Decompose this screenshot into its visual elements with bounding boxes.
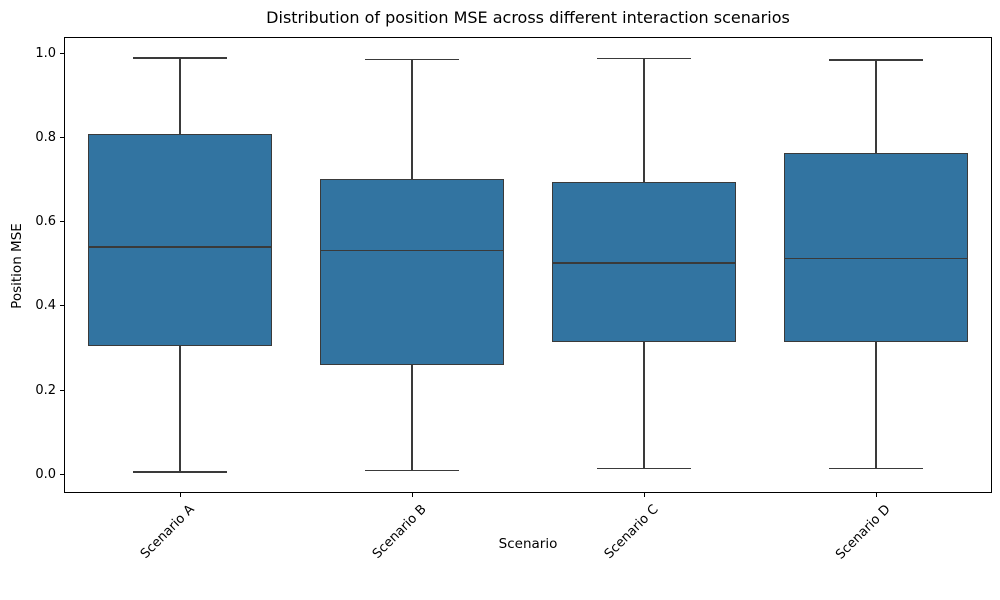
upper-cap-scenario-d — [829, 59, 923, 61]
y-tick — [60, 473, 64, 475]
upper-whisker-scenario-d — [875, 60, 877, 153]
upper-cap-scenario-c — [597, 57, 691, 60]
lower-whisker-scenario-a — [179, 345, 181, 472]
y-tick-label: 0.8 — [35, 130, 56, 146]
box-scenario-b — [320, 178, 504, 365]
x-tick — [875, 493, 877, 497]
lower-cap-scenario-b — [365, 470, 459, 472]
x-tick — [179, 493, 181, 497]
y-tick-label: 0.6 — [35, 214, 56, 230]
upper-whisker-scenario-b — [411, 59, 413, 179]
lower-whisker-scenario-d — [875, 342, 877, 469]
lower-whisker-scenario-c — [643, 341, 645, 469]
y-tick-label: 0.4 — [35, 298, 56, 314]
lower-cap-scenario-a — [133, 471, 227, 473]
lower-cap-scenario-c — [597, 467, 691, 469]
median-scenario-a — [88, 246, 272, 248]
x-axis-label: Scenario — [498, 536, 558, 552]
y-tick-label: 0.0 — [35, 466, 56, 482]
median-scenario-d — [784, 257, 968, 260]
box-scenario-d — [784, 152, 968, 343]
box-scenario-c — [552, 182, 736, 342]
x-tick — [643, 493, 645, 497]
y-tick — [60, 389, 64, 391]
lower-whisker-scenario-b — [411, 364, 413, 471]
upper-cap-scenario-b — [365, 58, 459, 60]
chart-title: Distribution of position MSE across diff… — [266, 8, 790, 27]
y-tick-label: 1.0 — [35, 46, 56, 62]
upper-cap-scenario-a — [133, 57, 227, 59]
y-tick — [60, 221, 64, 223]
box-scenario-a — [88, 133, 272, 346]
median-scenario-b — [320, 249, 504, 252]
y-axis-label: Position MSE — [9, 223, 25, 309]
x-tick — [411, 493, 413, 497]
y-tick-label: 0.2 — [35, 382, 56, 398]
lower-cap-scenario-d — [829, 467, 923, 470]
upper-whisker-scenario-a — [179, 58, 181, 134]
y-tick — [60, 53, 64, 55]
upper-whisker-scenario-c — [643, 58, 645, 183]
y-tick — [60, 137, 64, 139]
median-scenario-c — [552, 262, 736, 264]
y-tick — [60, 305, 64, 307]
